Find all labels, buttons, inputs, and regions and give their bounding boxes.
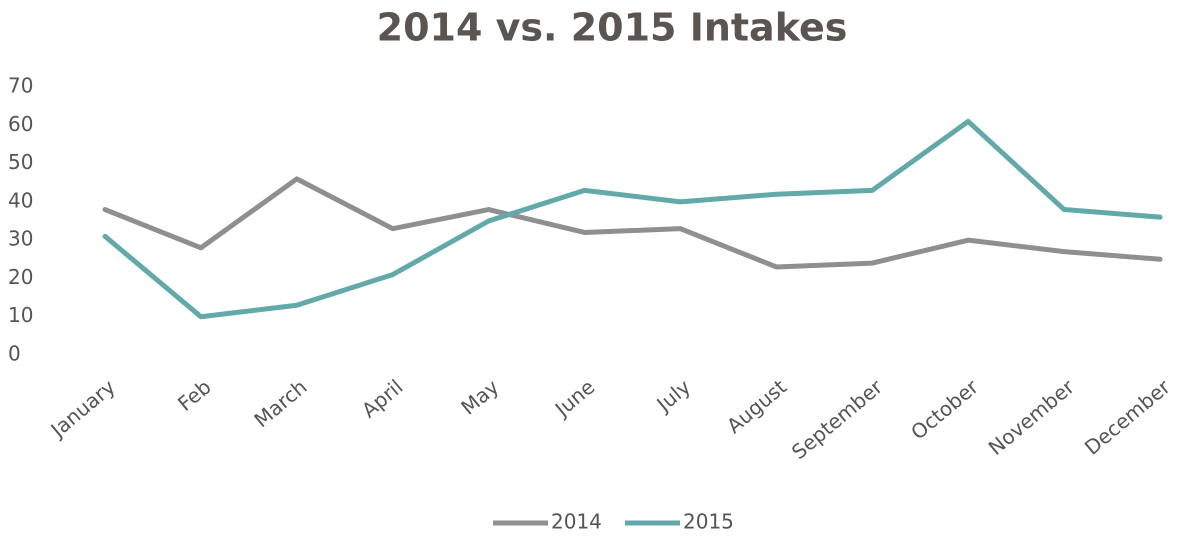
y-tick-label: 40 xyxy=(8,188,33,212)
x-tick-label: November xyxy=(984,374,1080,460)
y-tick-label: 0 xyxy=(8,342,21,366)
y-tick-label: 50 xyxy=(8,150,33,174)
line-series xyxy=(102,176,1163,270)
y-tick-label: 70 xyxy=(8,74,33,98)
line-series xyxy=(102,118,1163,320)
y-tick-label: 10 xyxy=(8,303,33,327)
x-tick-label: July xyxy=(651,375,696,418)
x-tick-label: May xyxy=(456,375,503,420)
x-tick-label: Feb xyxy=(173,375,216,416)
y-tick-label: 30 xyxy=(8,227,33,251)
x-tick-label: March xyxy=(249,375,311,433)
y-tick-label: 60 xyxy=(8,112,33,136)
x-tick-label: October xyxy=(906,374,983,444)
legend-label: 2015 xyxy=(683,510,734,534)
y-tick-label: 20 xyxy=(8,265,33,289)
x-tick-label: June xyxy=(549,375,599,423)
x-tick-label: December xyxy=(1080,374,1175,460)
chart-title: 2014 vs. 2015 Intakes xyxy=(377,6,848,50)
legend-label: 2014 xyxy=(551,510,602,534)
x-tick-label: August xyxy=(722,375,791,438)
x-tick-label: January xyxy=(45,375,120,444)
x-tick-label: September xyxy=(787,374,888,464)
x-tick-label: April xyxy=(357,375,407,423)
